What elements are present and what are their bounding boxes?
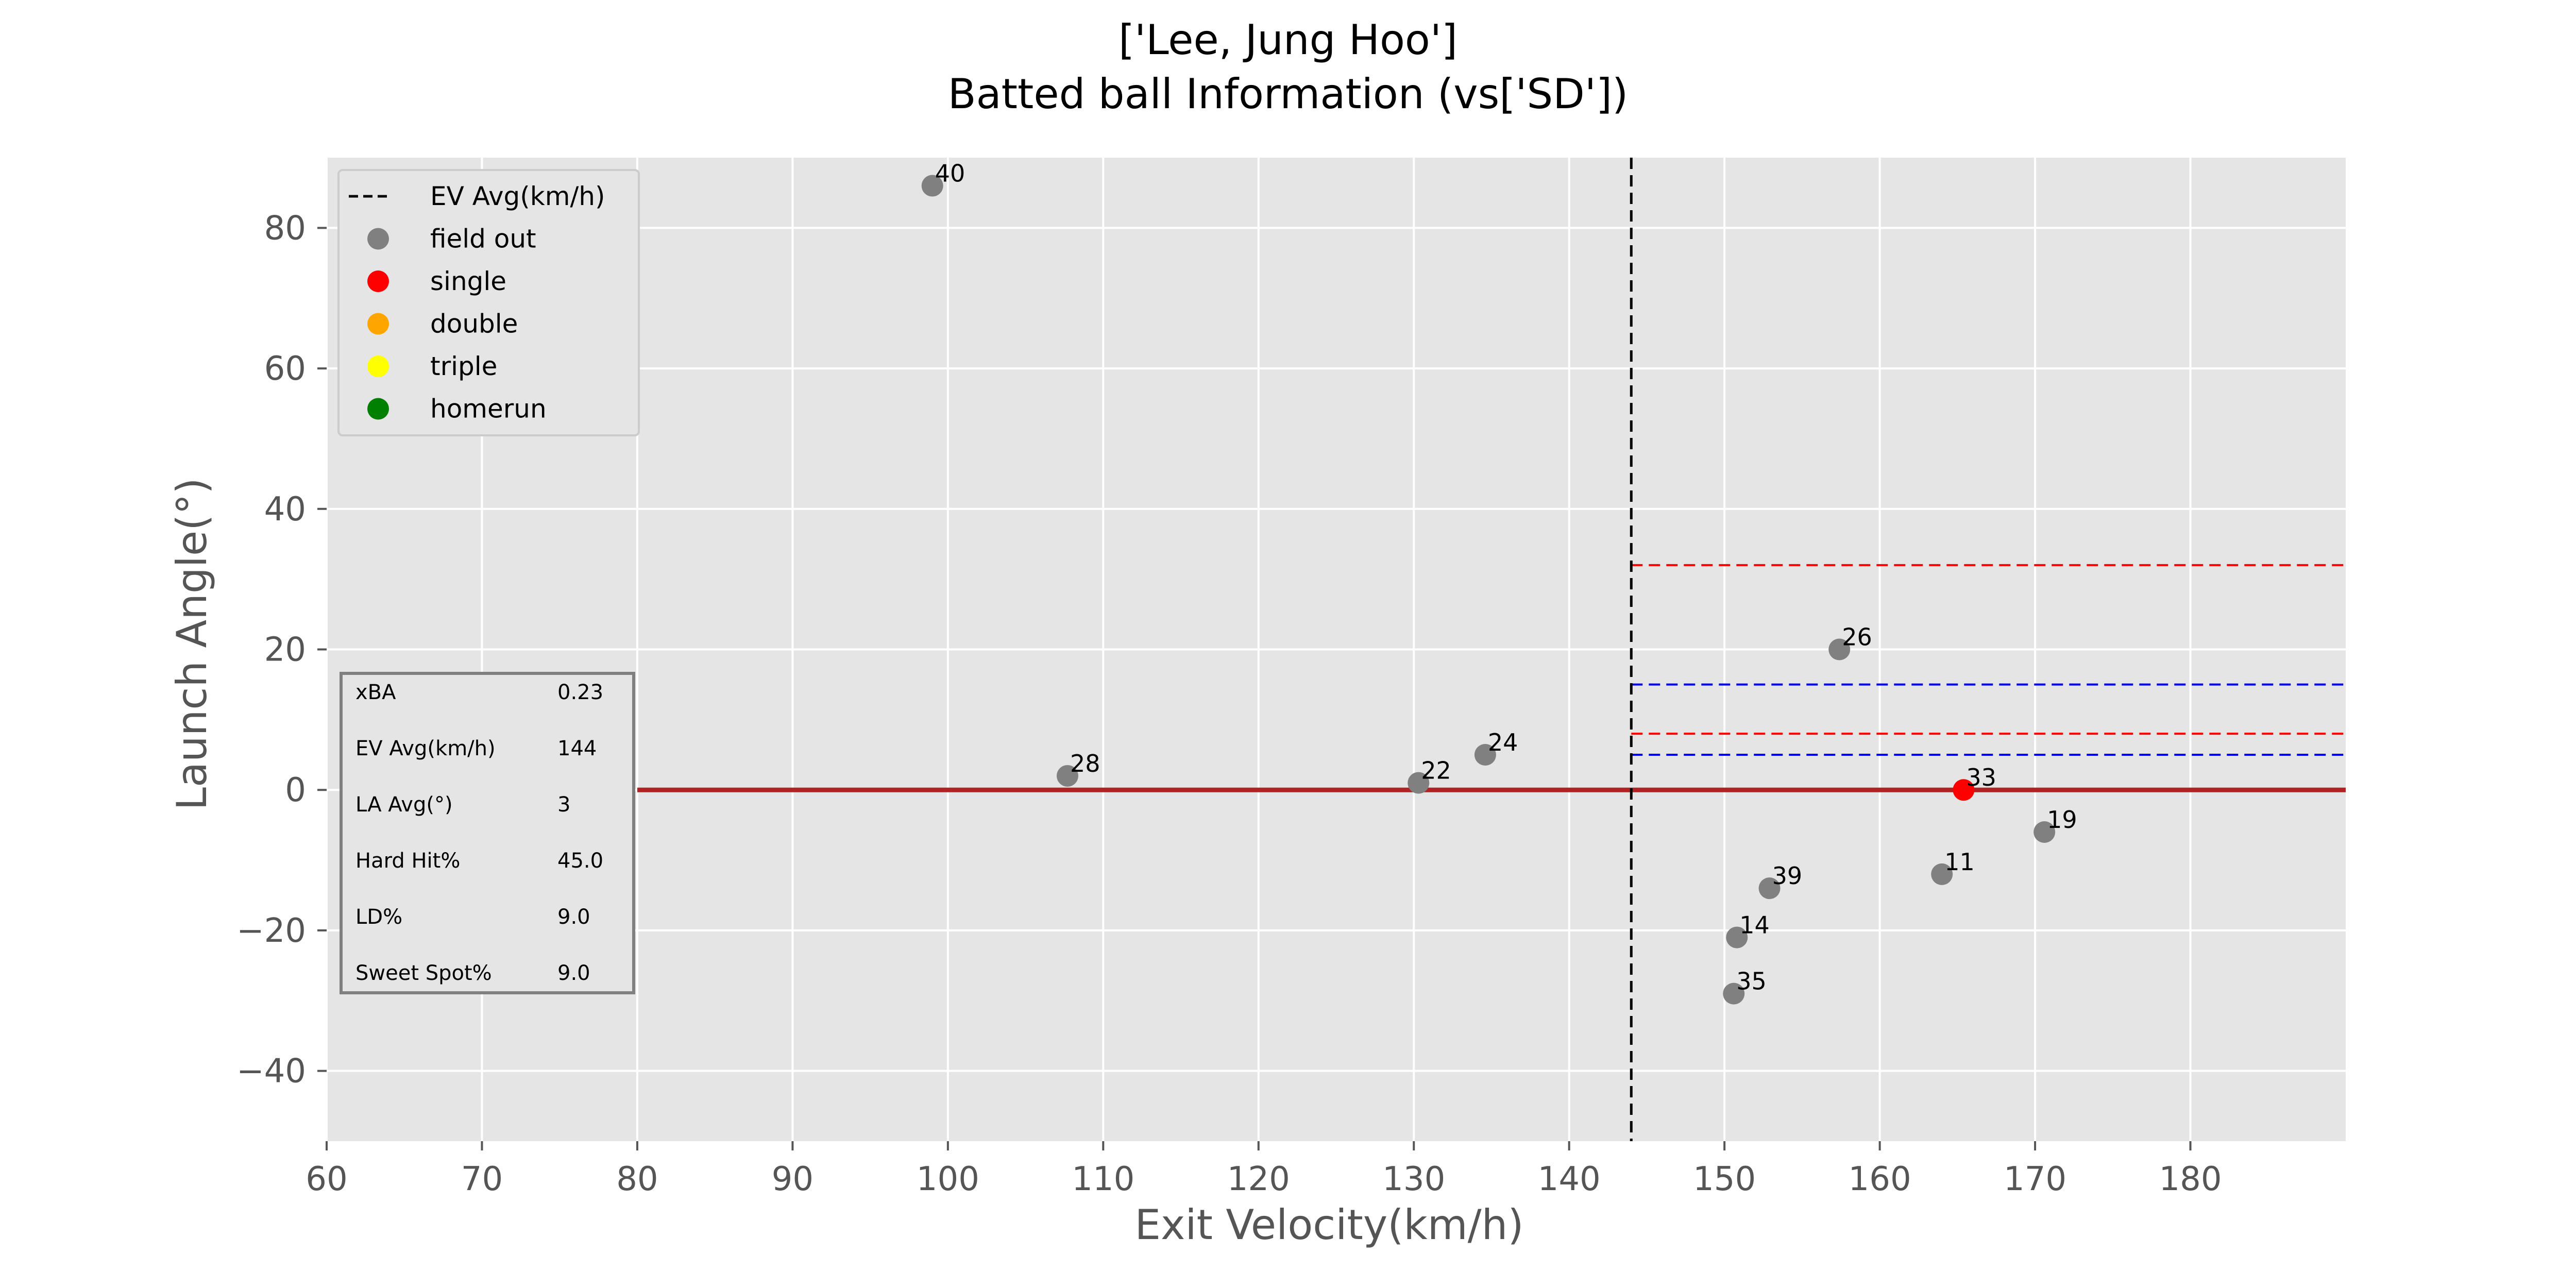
data-point <box>1408 772 1430 794</box>
stats-table-box <box>340 672 635 994</box>
point-label: 22 <box>1421 757 1451 785</box>
reference-lines <box>637 158 2346 1141</box>
stats-name: Hard Hit% <box>355 849 460 873</box>
x-tick-label: 170 <box>2004 1160 2066 1198</box>
stats-value: 45.0 <box>557 849 603 873</box>
point-label: 14 <box>1739 911 1770 939</box>
stats-name: LD% <box>355 905 402 929</box>
data-point <box>921 175 943 197</box>
y-tick-label: 60 <box>264 350 306 388</box>
x-tick-label: 120 <box>1227 1160 1290 1198</box>
legend-dot-marker <box>367 355 389 377</box>
x-tick-label: 100 <box>917 1160 979 1198</box>
data-point <box>1953 779 1975 801</box>
x-tick-label: 130 <box>1382 1160 1445 1198</box>
stats-name: LA Avg(°) <box>355 793 453 817</box>
data-point <box>2033 821 2056 843</box>
legend-label: homerun <box>430 394 547 424</box>
legend-label: double <box>430 309 518 339</box>
legend-label: triple <box>430 351 497 381</box>
legend-dot-marker <box>367 270 389 292</box>
legend-label: EV Avg(km/h) <box>430 181 605 211</box>
legend-dot-marker <box>367 313 389 335</box>
chart-subtitle: Batted ball Information (vs['SD']) <box>948 70 1629 118</box>
data-point <box>1726 926 1748 948</box>
data-point <box>1474 744 1496 766</box>
point-label: 11 <box>1944 848 1975 876</box>
x-tick-label: 160 <box>1849 1160 1911 1198</box>
data-point <box>1723 982 1745 1005</box>
x-tick-label: 70 <box>461 1160 503 1198</box>
y-tick-label: 80 <box>264 209 306 247</box>
y-tick-label: 40 <box>264 490 306 529</box>
x-tick-label: 80 <box>616 1160 658 1198</box>
legend-label: single <box>430 266 506 296</box>
chart-title: ['Lee, Jung Hoo'] <box>1118 16 1458 64</box>
point-label: 28 <box>1070 750 1100 777</box>
stats-name: Sweet Spot% <box>355 961 492 985</box>
y-axis-label: Launch Angle(°) <box>168 478 216 810</box>
legend: EV Avg(km/h) field out single double triple h… <box>337 169 640 436</box>
legend-dot-marker <box>367 228 389 250</box>
x-tick-label: 140 <box>1538 1160 1601 1198</box>
x-tick-label: 180 <box>2159 1160 2222 1198</box>
stats-value: 9.0 <box>557 961 590 985</box>
y-tick-label: −40 <box>236 1053 306 1091</box>
point-label: 35 <box>1736 968 1767 995</box>
point-label: 19 <box>2047 806 2077 834</box>
stats-value: 0.23 <box>557 681 603 704</box>
y-tick-label: −20 <box>236 912 306 950</box>
stats-name: xBA <box>355 681 396 704</box>
x-tick-label: 110 <box>1072 1160 1134 1198</box>
stats-value: 3 <box>557 793 570 817</box>
legend-label: field out <box>430 224 536 254</box>
data-point <box>1056 765 1078 787</box>
y-tick-label: 20 <box>264 631 306 669</box>
y-tick-label: 0 <box>285 771 306 809</box>
data-point <box>1931 863 1953 885</box>
point-label: 26 <box>1842 623 1872 651</box>
data-point <box>1758 877 1781 900</box>
stats-value: 144 <box>557 737 597 760</box>
axis-ticks: 60 70 80 90 100 110 120 130 140 150 160 170 180−40−2… <box>236 209 2222 1198</box>
stats-name: EV Avg(km/h) <box>355 737 496 760</box>
point-label: 33 <box>1966 764 1996 791</box>
x-tick-label: 90 <box>772 1160 814 1198</box>
point-label: 39 <box>1772 862 1803 890</box>
stats-table: xBA 0.23 EV Avg(km/h) 144 LA Avg(°) 3 Hard Hit… <box>340 672 635 994</box>
point-label: 24 <box>1488 728 1518 756</box>
stats-value: 9.0 <box>557 905 590 929</box>
point-label: 40 <box>935 160 965 188</box>
x-tick-label: 150 <box>1693 1160 1756 1198</box>
x-axis-label: Exit Velocity(km/h) <box>1134 1201 1523 1249</box>
data-point <box>1828 638 1851 660</box>
x-tick-label: 60 <box>306 1160 347 1198</box>
legend-dot-marker <box>367 398 389 420</box>
legend-box <box>337 169 640 436</box>
